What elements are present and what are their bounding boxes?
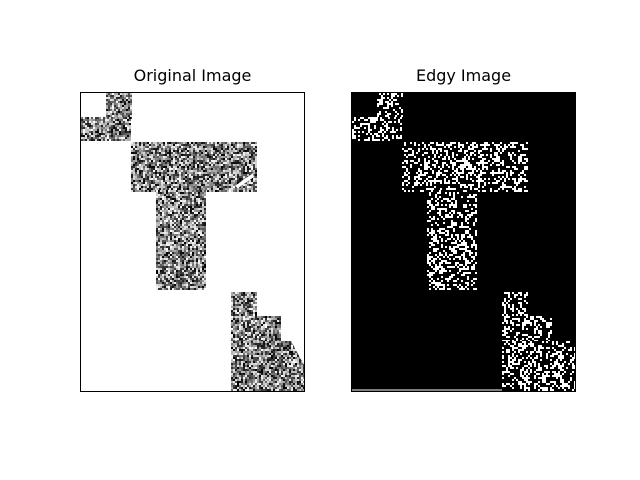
edgy-image-block-5 xyxy=(502,292,528,316)
original-image-plot xyxy=(80,92,305,392)
original-image-corner-cut xyxy=(291,341,304,365)
edgy-image-block-2 xyxy=(352,117,402,141)
original-image-canvas xyxy=(81,93,304,391)
edgy-image-title: Edgy Image xyxy=(415,66,512,85)
edgy-image-canvas xyxy=(352,93,575,391)
edgy-image-plot xyxy=(351,92,576,392)
original-image-block-6 xyxy=(231,316,281,342)
edgy-image-block-6 xyxy=(502,316,552,342)
original-image-white-streak xyxy=(235,173,254,188)
original-image-block-1 xyxy=(106,93,132,119)
edgy-image-block-1 xyxy=(377,93,403,119)
edgy-image-block-4 xyxy=(427,190,477,290)
edgy-image-block-3 xyxy=(402,142,528,192)
original-image-title: Original Image xyxy=(133,66,252,85)
original-image-block-2 xyxy=(81,117,131,141)
original-image-panel: Original Image xyxy=(80,66,305,392)
original-image-block-7 xyxy=(231,341,304,391)
edgy-image-panel: Edgy Image xyxy=(351,66,576,392)
original-image-block-4 xyxy=(156,190,206,290)
edgy-image-block-7 xyxy=(502,341,575,391)
original-image-block-5 xyxy=(231,292,257,316)
